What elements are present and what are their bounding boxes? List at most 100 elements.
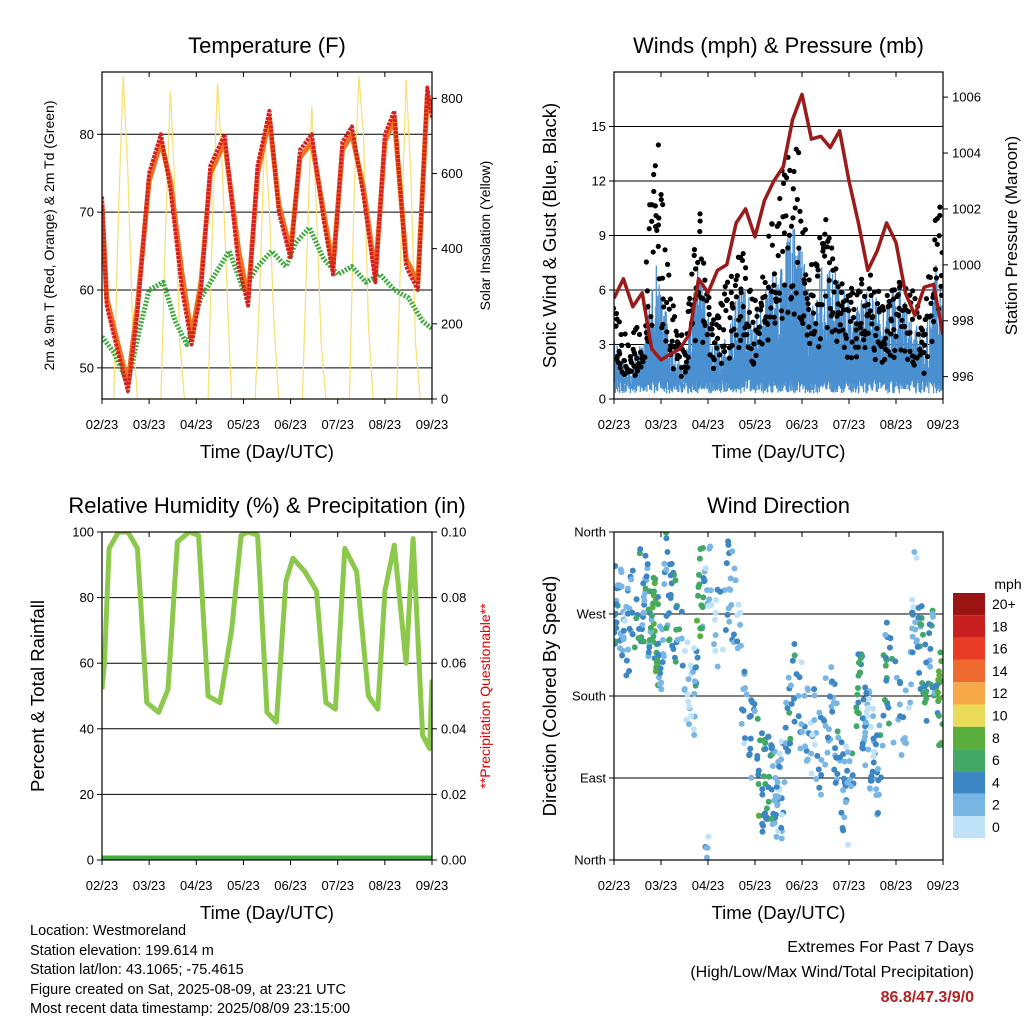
y2-tick-label: 1004 <box>952 146 981 161</box>
direction-point <box>831 766 838 773</box>
direction-point <box>673 604 680 611</box>
direction-point <box>936 695 943 702</box>
x-tick-label: 06/23 <box>786 878 819 893</box>
direction-point <box>699 625 706 632</box>
gust-point <box>738 289 744 296</box>
x-tick-label: 06/23 <box>274 417 307 432</box>
gust-point <box>621 358 628 364</box>
gust-point <box>804 296 810 302</box>
direction-point <box>734 638 741 645</box>
gust-point <box>632 351 638 357</box>
gust-point <box>882 356 888 363</box>
x-tick-label: 09/23 <box>416 417 449 432</box>
series-dewpoint <box>102 225 432 386</box>
direction-point <box>690 726 697 733</box>
gust-point <box>729 342 735 349</box>
direction-point <box>765 798 772 805</box>
direction-point <box>935 689 942 696</box>
gust-point <box>692 338 698 344</box>
legend-label: 10 <box>992 708 1008 724</box>
gust-point <box>765 284 772 290</box>
gust-point <box>632 372 638 378</box>
x-tick-label: 05/23 <box>739 878 772 893</box>
gust-point <box>840 327 846 333</box>
legend-label: 20+ <box>992 596 1016 612</box>
direction-point <box>816 784 823 791</box>
gust-point <box>896 284 903 290</box>
gust-point <box>827 305 833 312</box>
x-tick-label: 02/23 <box>86 878 119 893</box>
direction-point <box>857 669 864 676</box>
direction-point <box>694 654 701 661</box>
y2-tick-label: 998 <box>952 313 974 328</box>
gust-point <box>751 359 757 366</box>
gust-point <box>673 328 679 334</box>
direction-point <box>649 600 656 607</box>
direction-point <box>896 678 903 685</box>
gust-point <box>679 332 685 338</box>
gust-point <box>807 340 813 346</box>
legend-label: 14 <box>992 663 1008 679</box>
direction-point <box>683 716 690 723</box>
gust-point <box>765 337 771 343</box>
direction-point <box>829 678 836 685</box>
gust-point <box>655 243 661 249</box>
gust-point <box>921 370 927 376</box>
gust-point <box>697 228 703 235</box>
direction-point <box>923 659 930 666</box>
gust-point <box>858 320 864 326</box>
direction-point <box>912 626 919 633</box>
direction-point <box>915 604 922 611</box>
direction-point <box>798 721 805 728</box>
gust-point <box>821 253 828 259</box>
gust-point <box>871 289 878 295</box>
gust-point <box>909 316 916 322</box>
direction-point <box>628 576 635 583</box>
gust-point <box>921 342 928 348</box>
direction-point <box>661 560 668 567</box>
gust-point <box>701 260 707 266</box>
elevation-text: Station elevation: 199.614 m <box>30 942 214 959</box>
direction-point <box>825 726 832 733</box>
direction-point <box>681 686 688 693</box>
gust-point <box>698 256 704 262</box>
gust-point <box>643 259 649 265</box>
gust-point <box>722 283 728 290</box>
direction-point <box>655 651 662 658</box>
gust-point <box>874 300 881 307</box>
gust-point <box>802 226 808 233</box>
y2-tick-label: 1000 <box>952 257 981 272</box>
gust-point <box>646 226 652 232</box>
direction-point <box>880 712 887 719</box>
gust-point <box>929 338 935 344</box>
gust-point <box>750 319 756 325</box>
direction-point <box>809 731 816 738</box>
direction-point <box>700 594 707 601</box>
gust-point <box>700 296 706 302</box>
gust-point <box>616 319 622 325</box>
x-axis-label: Time (Day/UTC) <box>712 902 846 923</box>
gust-point <box>817 235 823 241</box>
gust-point <box>737 337 744 343</box>
series-pressure <box>614 92 943 362</box>
legend-swatch <box>953 682 985 705</box>
gust-point <box>848 299 854 305</box>
x-tick-label: 02/23 <box>598 878 631 893</box>
gust-point <box>838 310 844 316</box>
y-tick-label: 0 <box>87 853 94 868</box>
gust-point <box>709 332 715 338</box>
direction-point <box>646 644 653 651</box>
gust-point <box>714 335 721 341</box>
y-tick-label: 20 <box>80 787 94 802</box>
gust-point <box>724 296 730 303</box>
gust-point <box>787 167 793 174</box>
gust-point <box>882 335 889 341</box>
gust-point <box>833 266 839 272</box>
gust-point <box>870 314 876 320</box>
gust-point <box>798 218 804 224</box>
gust-point <box>801 313 807 319</box>
gust-point <box>730 305 736 311</box>
gust-point <box>674 332 680 338</box>
direction-point <box>811 686 818 693</box>
gust-point <box>634 368 641 374</box>
